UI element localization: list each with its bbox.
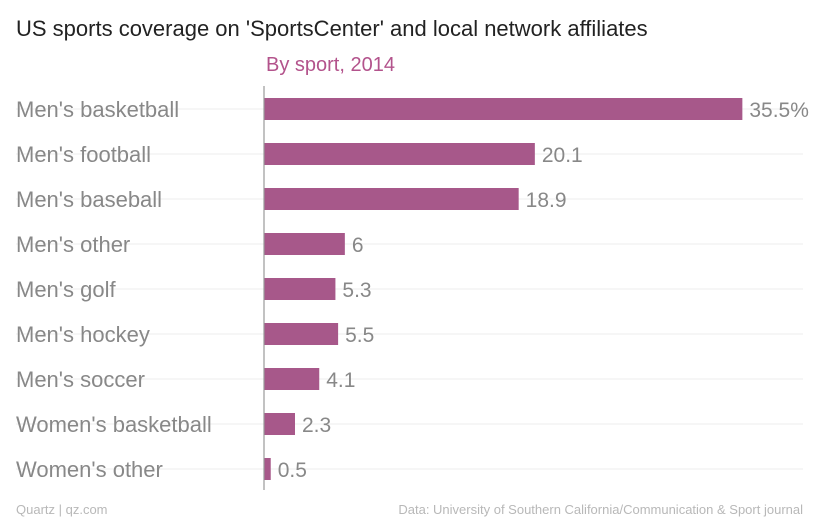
value-label: 2.3 bbox=[302, 414, 331, 437]
bar bbox=[264, 413, 295, 435]
bar bbox=[264, 143, 535, 165]
bar bbox=[264, 188, 519, 210]
value-label: 18.9 bbox=[526, 189, 567, 212]
chart-subtitle: By sport, 2014 bbox=[266, 54, 395, 76]
chart-title: US sports coverage on 'SportsCenter' and… bbox=[16, 16, 648, 41]
bar bbox=[264, 98, 743, 120]
bar bbox=[264, 458, 271, 480]
category-label: Women's other bbox=[16, 457, 163, 482]
category-label: Men's baseball bbox=[16, 187, 162, 212]
value-label: 5.5 bbox=[345, 324, 374, 347]
category-label: Women's basketball bbox=[16, 412, 212, 437]
category-label: Men's other bbox=[16, 232, 130, 257]
category-label: Men's football bbox=[16, 142, 151, 167]
category-label: Men's basketball bbox=[16, 97, 179, 122]
bar bbox=[264, 368, 320, 390]
value-label: 0.5 bbox=[278, 459, 307, 482]
category-label: Men's golf bbox=[16, 277, 116, 302]
bar bbox=[264, 278, 336, 300]
category-label: Men's hockey bbox=[16, 322, 150, 347]
bar bbox=[264, 323, 339, 345]
bar bbox=[264, 233, 345, 255]
category-label: Men's soccer bbox=[16, 367, 145, 392]
value-label: 6 bbox=[352, 234, 364, 257]
value-label: 35.5% bbox=[749, 99, 809, 122]
value-label: 4.1 bbox=[326, 369, 355, 392]
value-label: 20.1 bbox=[542, 144, 583, 167]
data-source: Data: University of Southern California/… bbox=[398, 502, 803, 517]
value-label: 5.3 bbox=[342, 279, 371, 302]
source-credit: Quartz | qz.com bbox=[16, 502, 108, 517]
